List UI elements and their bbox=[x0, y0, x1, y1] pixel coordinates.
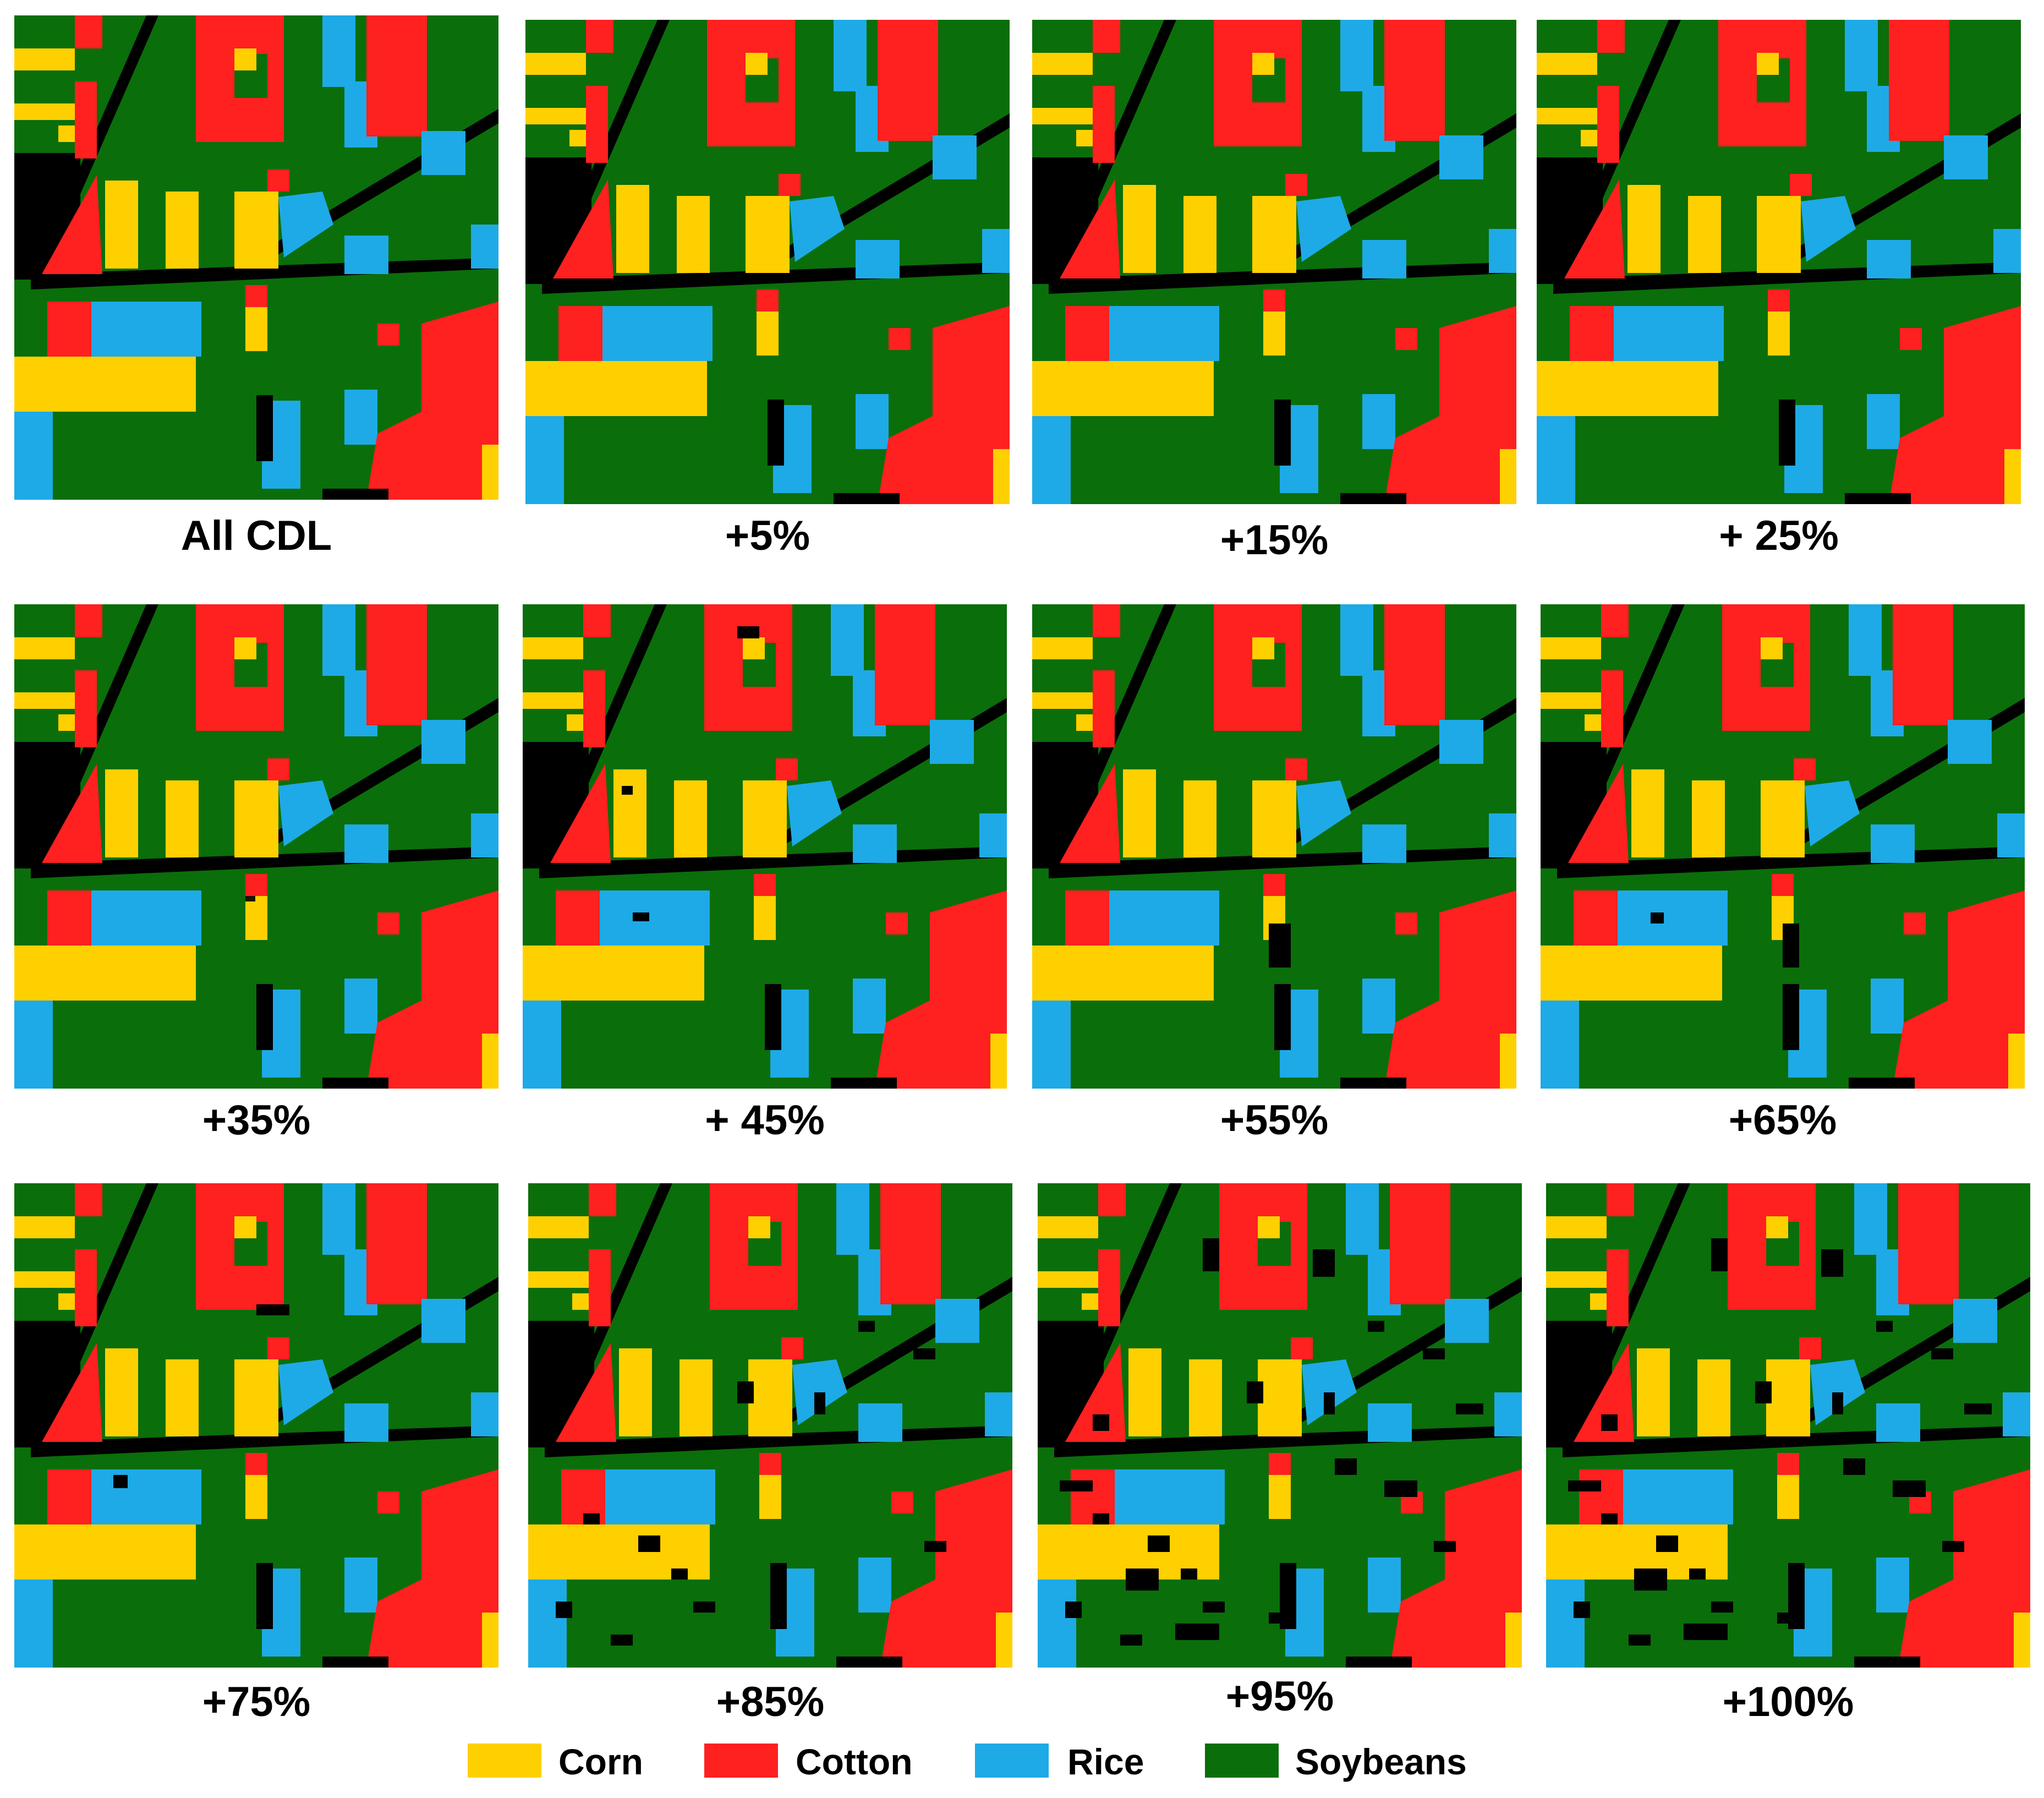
map-panel-100 bbox=[1546, 1183, 2030, 1668]
map-panel-75 bbox=[14, 1183, 498, 1668]
map-panel-5 bbox=[525, 20, 1010, 504]
panel-caption: +85% bbox=[716, 1679, 825, 1725]
map-panel-55 bbox=[1032, 604, 1516, 1089]
panel-caption: +95% bbox=[1225, 1673, 1334, 1720]
legend-swatch-cotton bbox=[704, 1744, 778, 1778]
legend-swatch-rice bbox=[975, 1744, 1049, 1778]
legend-swatch-corn bbox=[468, 1744, 541, 1778]
panel-caption: + 25% bbox=[1719, 512, 1839, 559]
legend-label-cotton: Cotton bbox=[796, 1741, 913, 1782]
map-panel-45 bbox=[523, 604, 1007, 1089]
panel-caption: All CDL bbox=[180, 512, 332, 559]
map-panel-35 bbox=[14, 604, 498, 1089]
map-panel-15 bbox=[1032, 20, 1516, 504]
legend-swatch-soybeans bbox=[1205, 1744, 1279, 1778]
panel-caption: +55% bbox=[1220, 1097, 1329, 1144]
panel-caption: +75% bbox=[202, 1679, 311, 1725]
legend-label-rice: Rice bbox=[1067, 1741, 1144, 1782]
panel-caption: +100% bbox=[1722, 1679, 1854, 1725]
legend-label-corn: Corn bbox=[558, 1741, 643, 1782]
map-panel-85 bbox=[528, 1183, 1012, 1668]
panel-caption: +65% bbox=[1728, 1097, 1837, 1144]
map-panel-all-cdl bbox=[14, 15, 498, 500]
legend-label-soybeans: Soybeans bbox=[1295, 1741, 1467, 1782]
map-panel-25 bbox=[1537, 20, 2021, 504]
panel-caption: +5% bbox=[725, 512, 810, 559]
map-panel-95 bbox=[1038, 1183, 1522, 1668]
panel-caption: +35% bbox=[202, 1097, 311, 1144]
panel-caption: + 45% bbox=[705, 1097, 825, 1144]
map-panel-65 bbox=[1541, 604, 2025, 1089]
panel-caption: +15% bbox=[1220, 517, 1329, 564]
